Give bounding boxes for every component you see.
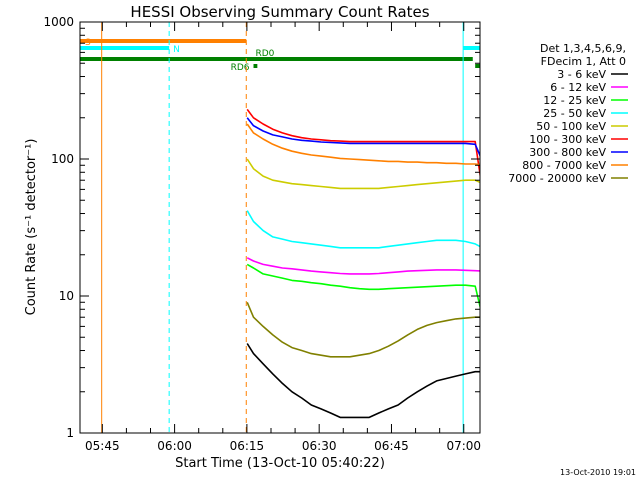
y-tick-label: 100	[51, 152, 74, 166]
series-line-800-7000-kev	[246, 123, 480, 166]
x-tick-label: 06:30	[302, 439, 337, 453]
series-line-100-300-kev	[246, 108, 480, 180]
x-axis-label: Start Time (13-Oct-10 05:40:22)	[175, 456, 385, 471]
x-tick-label: 06:45	[374, 439, 409, 453]
legend-header: Det 1,3,4,5,6,9,	[540, 42, 626, 55]
legend-label-300-800-kev: 300 - 800 keV	[529, 146, 606, 159]
legend-label-7000-20000-kev: 7000 - 20000 keV	[508, 172, 606, 185]
x-tick-label: 05:45	[85, 439, 120, 453]
legend-label-25-50-kev: 25 - 50 keV	[543, 107, 606, 120]
series-line-7000-20000-kev	[246, 301, 480, 358]
flag-label-rd6: RD6	[231, 63, 250, 73]
x-tick-label: 07:00	[446, 439, 481, 453]
legend-label-800-7000-kev: 800 - 7000 keV	[522, 159, 606, 172]
plot-frame	[79, 21, 481, 434]
chart-title: HESSI Observing Summary Count Rates	[130, 3, 429, 21]
legend-label-6-12-kev: 6 - 12 keV	[550, 81, 606, 94]
legend-label-3-6-kev: 3 - 6 keV	[557, 68, 606, 81]
legend-label-100-300-kev: 100 - 300 keV	[529, 133, 606, 146]
series-line-3-6-kev	[246, 343, 480, 419]
footer-timestamp: 13-Oct-2010 19:01	[560, 468, 636, 477]
series-lines	[246, 108, 480, 419]
x-axis: 05:45 06:00 06:15 06:30 06:45 07:00	[85, 22, 481, 453]
x-tick-label: 06:15	[230, 439, 265, 453]
y-tick-label: 1000	[43, 15, 74, 29]
flag-label-n: N	[173, 45, 180, 55]
y-tick-label: 1	[66, 426, 74, 440]
x-tick-label: 06:00	[157, 439, 192, 453]
flag-label-rd0: RD0	[255, 49, 274, 59]
flag-bars: S N RD0 RD6	[80, 38, 480, 73]
legend-label-50-100-kev: 50 - 100 keV	[536, 120, 606, 133]
y-axis-label: Count Rate (s⁻¹ detector⁻¹)	[24, 139, 39, 316]
vertical-markers	[101, 22, 464, 433]
series-line-6-12-kev	[246, 257, 480, 275]
y-axis: 1 10 100 1000	[43, 15, 480, 440]
legend-header: FDecim 1, Att 0	[541, 55, 626, 68]
y-tick-label: 10	[59, 289, 74, 303]
series-line-50-100-kev	[246, 158, 480, 190]
legend-label-12-25-kev: 12 - 25 keV	[543, 94, 606, 107]
series-line-25-50-kev	[246, 210, 480, 249]
flag-label-s: S	[85, 38, 91, 48]
series-line-300-800-kev	[246, 117, 480, 158]
series-line-12-25-kev	[246, 263, 480, 310]
legend: Det 1,3,4,5,6,9,FDecim 1, Att 03 - 6 keV…	[508, 42, 628, 185]
